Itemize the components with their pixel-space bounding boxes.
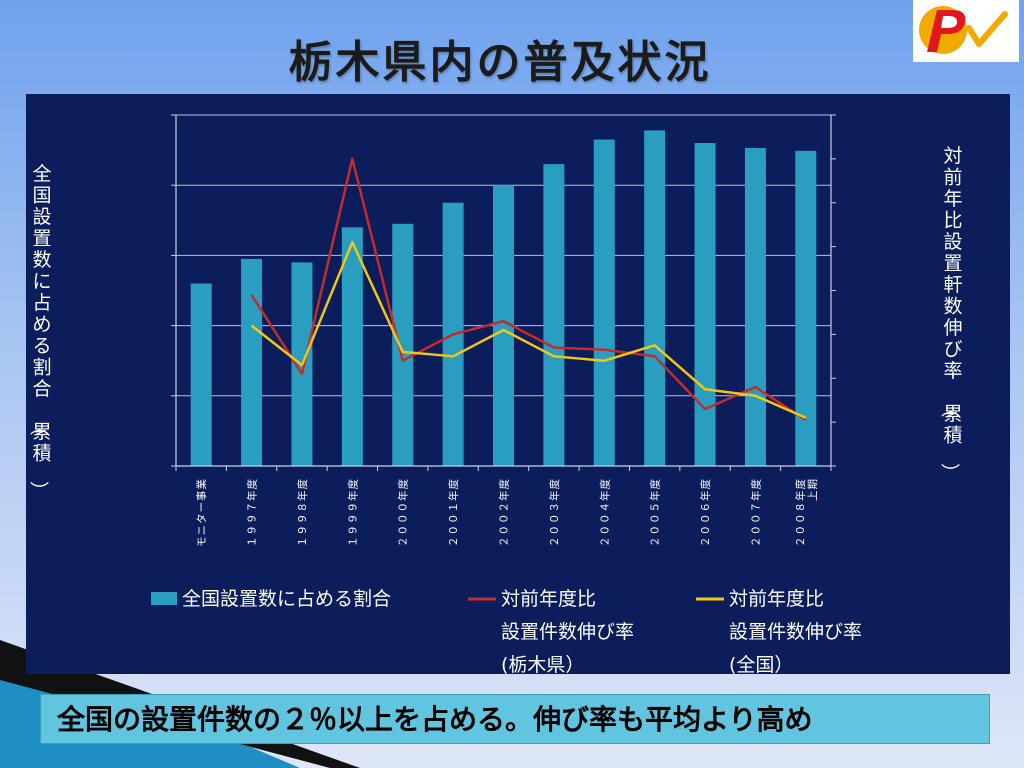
combo-chart: モニター事業 １９９７年度 １９９８年度 １９９９年度 ２０００年度 ２００１年度 ２００２… bbox=[27, 114, 963, 676]
bar bbox=[795, 150, 817, 466]
x-tick-label: １９９９年度 bbox=[346, 478, 359, 547]
legend-label-national-1: 対前年度比 bbox=[729, 588, 824, 610]
x-tick-label: ２００２年度 bbox=[498, 478, 511, 547]
slide-title: 栃木県内の普及状況 bbox=[288, 37, 712, 88]
bar bbox=[694, 143, 716, 466]
legend-label-national-2: 設置件数伸び率 bbox=[729, 621, 862, 643]
x-tick-label: ２００８年度上期 bbox=[794, 478, 819, 547]
x-tick-label: ２００６年度 bbox=[699, 478, 712, 547]
bar bbox=[341, 227, 363, 466]
x-tick-labels: モニター事業 １９９７年度 １９９８年度 １９９９年度 ２０００年度 ２００１年度 ２００２… bbox=[195, 478, 819, 547]
line-series bbox=[250, 157, 807, 421]
chart-panel: モニター事業 １９９７年度 １９９８年度 １９９９年度 ２０００年度 ２００１年度 ２００２… bbox=[26, 94, 1010, 676]
x-tick-label: ２００４年度 bbox=[598, 478, 611, 547]
tochigi-growth-line bbox=[250, 157, 807, 421]
bar-series bbox=[190, 130, 817, 466]
legend: 全国設置数に占める割合 対前年度比 設置件数伸び率 (栃木県） 対前年度比 設置… bbox=[151, 588, 862, 676]
conclusion-banner: 全国の設置件数の２％以上を占める。伸び率も平均より高め bbox=[40, 694, 990, 744]
national-growth-line bbox=[250, 240, 807, 419]
left-axis-label: 全国設置数に占める割合（累積） bbox=[27, 163, 51, 500]
right-axis-title: 対前年比設置軒数伸び率（累積） bbox=[938, 145, 962, 482]
right-axis-label: 対前年比設置軒数伸び率（累積） bbox=[938, 145, 962, 482]
bar bbox=[644, 130, 666, 466]
x-tick-label: ２０００年度 bbox=[397, 478, 410, 547]
bar bbox=[190, 283, 212, 466]
bar bbox=[493, 185, 514, 466]
bar bbox=[543, 164, 565, 466]
legend-label-national-3: (全国） bbox=[729, 654, 793, 674]
legend-label-bar: 全国設置数に占める割合 bbox=[182, 588, 391, 610]
legend-swatch-bar bbox=[151, 592, 177, 605]
legend-label-tochigi-3: (栃木県） bbox=[501, 654, 584, 674]
x-tick-label: ２００５年度 bbox=[649, 478, 662, 547]
left-axis-title: 全国設置数に占める割合（累積） bbox=[27, 163, 51, 500]
x-tick-label: モニター事業 bbox=[195, 478, 208, 547]
bar bbox=[593, 139, 615, 466]
bar bbox=[392, 223, 414, 466]
x-tick-label: ２００１年度 bbox=[447, 478, 460, 547]
legend-label-tochigi-2: 設置件数伸び率 bbox=[501, 621, 634, 643]
x-tick-label: ２００７年度 bbox=[749, 478, 762, 547]
legend-label-tochigi-1: 対前年度比 bbox=[501, 588, 596, 610]
bar bbox=[241, 258, 263, 466]
bar bbox=[744, 147, 766, 466]
pv-logo bbox=[913, 0, 1019, 62]
x-tick-label: ２００３年度 bbox=[548, 478, 561, 547]
x-tick-label: １９９７年度 bbox=[246, 478, 259, 547]
x-tick-label: １９９８年度 bbox=[296, 478, 309, 547]
axes bbox=[171, 114, 836, 471]
